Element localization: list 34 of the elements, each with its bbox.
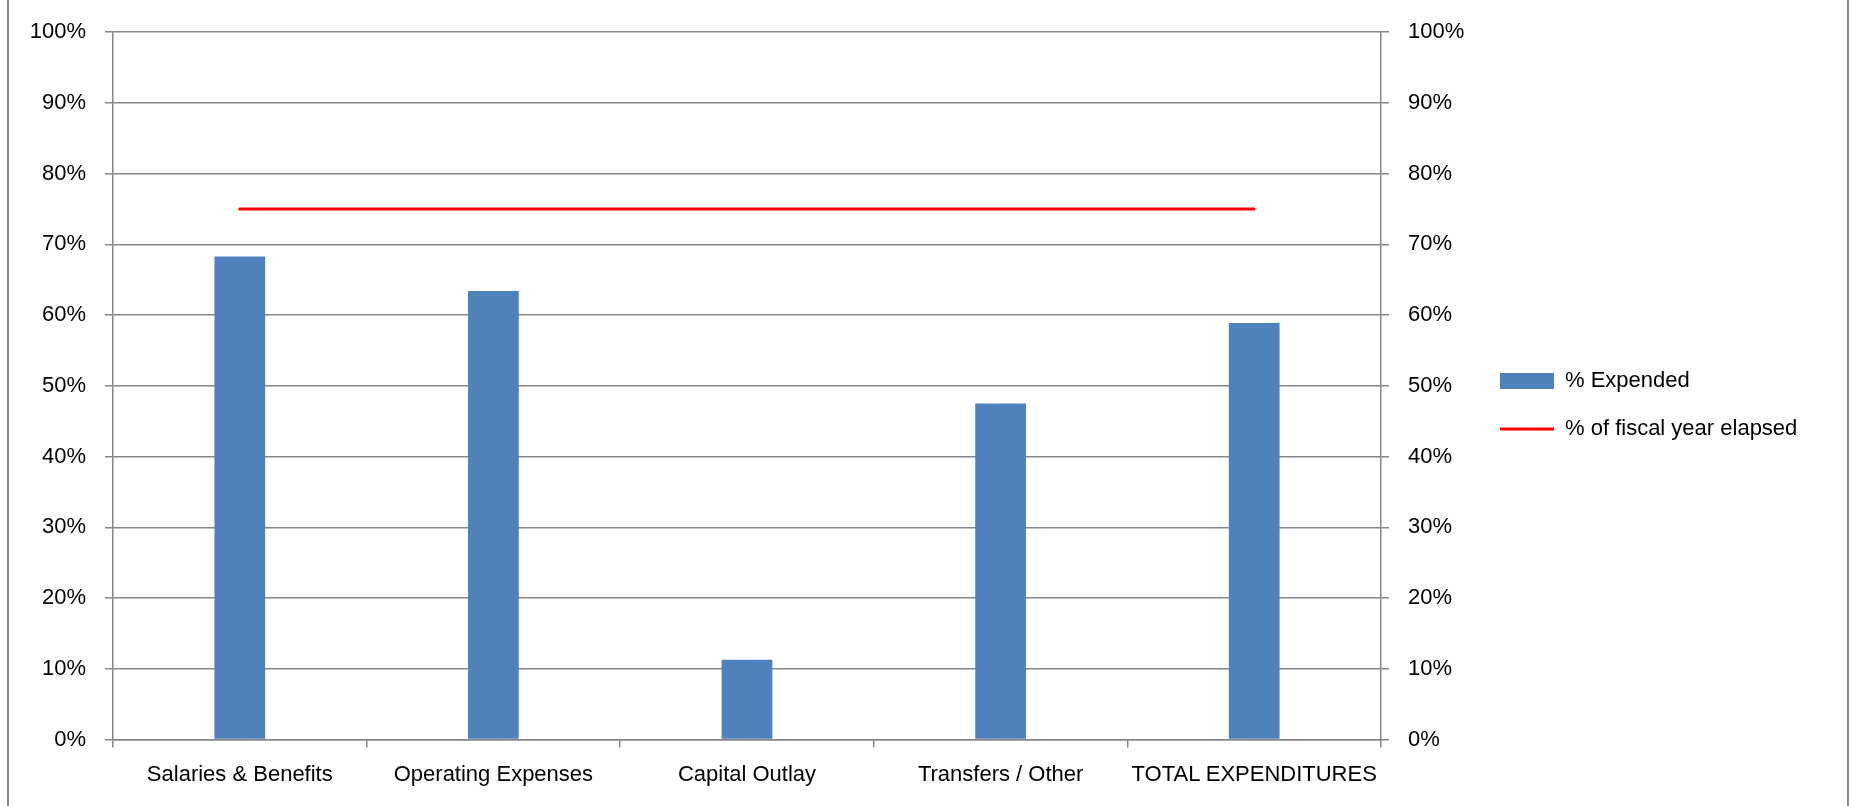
- y2-tick-label: 50%: [1408, 371, 1453, 397]
- y-tick-label: 50%: [41, 371, 86, 397]
- y-tick-label: 40%: [41, 442, 86, 468]
- y-tick-label: 60%: [41, 301, 86, 327]
- legend-label: % Expended: [1565, 367, 1690, 393]
- y2-tick-label: 30%: [1408, 513, 1453, 539]
- bar: [975, 403, 1026, 739]
- x-tick-label: Operating Expenses: [393, 760, 594, 786]
- y-tick-label: 10%: [41, 654, 86, 680]
- bar: [721, 659, 773, 739]
- y2-tick-label: 80%: [1408, 159, 1453, 185]
- y2-tick-label: 20%: [1408, 584, 1453, 610]
- bar: [1228, 322, 1280, 739]
- y2-tick-label: 0%: [1408, 725, 1440, 751]
- bar: [468, 291, 519, 739]
- y-tick-label: 90%: [41, 89, 86, 114]
- y-tick-label: 20%: [41, 584, 86, 610]
- y-tick-label: 30%: [41, 513, 86, 539]
- y-tick-label: 70%: [41, 230, 86, 256]
- y2-tick-label: 40%: [1408, 442, 1453, 468]
- bar: [214, 256, 266, 739]
- y2-tick-label: 100%: [1408, 18, 1465, 44]
- y2-tick-label: 90%: [1408, 89, 1453, 114]
- y2-tick-label: 10%: [1408, 654, 1453, 680]
- x-tick-label: Transfers / Other: [917, 760, 1084, 786]
- x-tick-label: Salaries & Benefits: [146, 760, 333, 786]
- y-tick-label: 80%: [41, 159, 86, 185]
- x-tick-label: TOTAL EXPENDITURES: [1131, 760, 1377, 786]
- y2-tick-label: 60%: [1408, 301, 1453, 327]
- y-tick-label: 100%: [29, 18, 86, 44]
- legend-label: % of fiscal year elapsed: [1565, 415, 1798, 441]
- y-tick-label: 0%: [54, 725, 86, 751]
- y2-tick-label: 70%: [1408, 230, 1453, 256]
- x-tick-label: Capital Outlay: [677, 760, 817, 786]
